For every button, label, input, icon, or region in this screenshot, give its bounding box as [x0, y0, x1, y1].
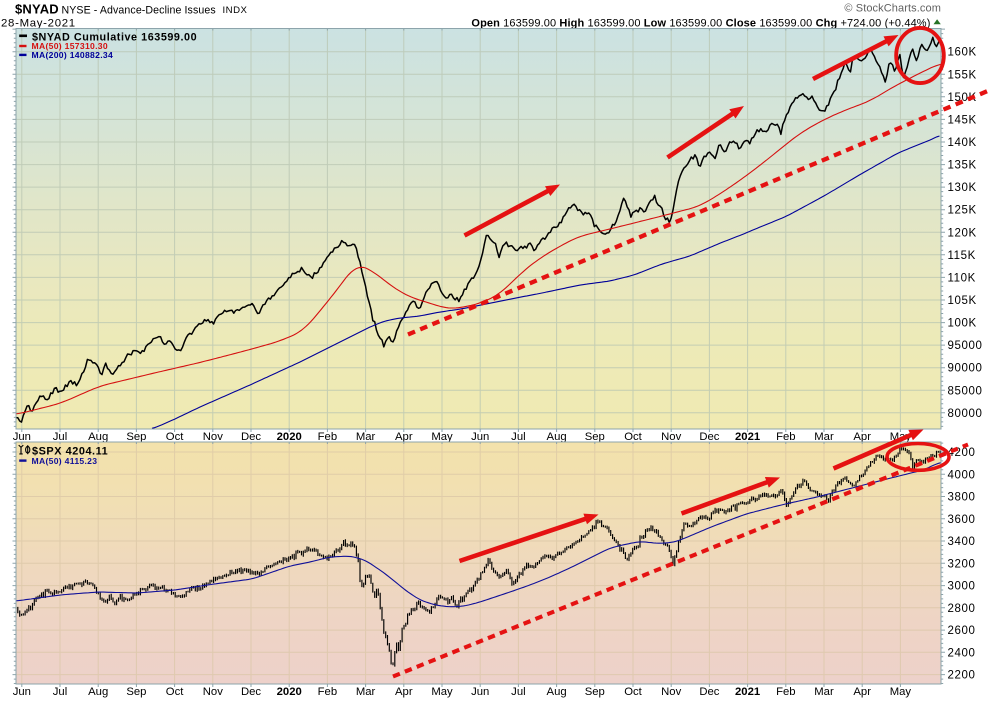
svg-text:Apr: Apr: [853, 686, 871, 698]
svg-text:Jul: Jul: [53, 686, 67, 698]
svg-text:Jul: Jul: [511, 686, 525, 698]
svg-text:Jun: Jun: [13, 686, 31, 698]
svg-text:2021: 2021: [735, 686, 760, 698]
svg-text:115K: 115K: [948, 250, 976, 262]
svg-text:Apr: Apr: [395, 431, 413, 443]
svg-text:Oct: Oct: [624, 431, 642, 443]
svg-text:Dec: Dec: [241, 431, 261, 443]
svg-text:$SPX 4204.11: $SPX 4204.11: [32, 445, 108, 457]
svg-text:90000: 90000: [948, 363, 983, 375]
svg-text:110K: 110K: [948, 272, 976, 284]
svg-text:Dec: Dec: [699, 431, 719, 443]
svg-text:$NYAD: $NYAD: [15, 2, 59, 17]
svg-text:3000: 3000: [948, 581, 976, 593]
svg-text:95000: 95000: [948, 340, 983, 352]
svg-text:2020: 2020: [277, 431, 302, 443]
svg-text:2021: 2021: [735, 431, 760, 443]
svg-text:Sep: Sep: [585, 431, 605, 443]
svg-text:Dec: Dec: [241, 686, 261, 698]
svg-text:2400: 2400: [948, 647, 976, 659]
svg-text:100K: 100K: [948, 318, 977, 330]
svg-text:Mar: Mar: [356, 431, 376, 443]
svg-text:135K: 135K: [948, 160, 977, 172]
svg-text:28-May-2021: 28-May-2021: [1, 18, 76, 30]
svg-text:Sep: Sep: [126, 686, 146, 698]
svg-text:120K: 120K: [948, 227, 977, 239]
svg-text:May: May: [431, 431, 453, 443]
svg-text:Mar: Mar: [814, 431, 834, 443]
svg-text:2600: 2600: [948, 625, 976, 637]
svg-text:Oct: Oct: [166, 686, 184, 698]
svg-text:2200: 2200: [948, 670, 976, 682]
svg-text:85000: 85000: [948, 385, 983, 397]
svg-text:Sep: Sep: [585, 686, 605, 698]
svg-text:Open 163599.00 High 163599.00: Open 163599.00 High 163599.00 Low 163599…: [471, 18, 930, 30]
svg-text:Sep: Sep: [126, 431, 146, 443]
svg-text:2800: 2800: [948, 603, 976, 615]
svg-text:Feb: Feb: [318, 431, 337, 443]
svg-text:3600: 3600: [948, 514, 976, 526]
svg-text:Aug: Aug: [88, 686, 108, 698]
svg-text:4000: 4000: [948, 469, 976, 481]
svg-text:Apr: Apr: [853, 431, 871, 443]
svg-text:Oct: Oct: [166, 431, 184, 443]
svg-text:155K: 155K: [948, 69, 977, 81]
svg-text:3800: 3800: [948, 492, 976, 504]
svg-text:$NYAD Cumulative 163599.00: $NYAD Cumulative 163599.00: [32, 32, 197, 44]
svg-text:Jul: Jul: [511, 431, 525, 443]
svg-text:Oct: Oct: [624, 686, 642, 698]
svg-text:Feb: Feb: [776, 686, 795, 698]
svg-text:3200: 3200: [948, 558, 976, 570]
svg-text:May: May: [890, 686, 912, 698]
svg-text:MA(200) 140882.34: MA(200) 140882.34: [32, 50, 114, 60]
svg-text:MA(50) 4115.23: MA(50) 4115.23: [32, 456, 98, 466]
svg-text:Aug: Aug: [88, 431, 108, 443]
svg-text:May: May: [431, 686, 453, 698]
svg-text:Jul: Jul: [53, 431, 67, 443]
svg-text:140K: 140K: [948, 137, 977, 149]
svg-text:Nov: Nov: [661, 686, 681, 698]
svg-text:Jun: Jun: [471, 686, 489, 698]
svg-text:125K: 125K: [948, 205, 977, 217]
svg-text:MA(50) 157310.30: MA(50) 157310.30: [32, 41, 108, 51]
svg-text:Feb: Feb: [318, 686, 337, 698]
svg-text:Jun: Jun: [13, 431, 31, 443]
svg-text:Nov: Nov: [203, 686, 223, 698]
svg-text:Nov: Nov: [203, 431, 223, 443]
svg-text:NYSE - Advance-Decline Issues: NYSE - Advance-Decline Issues: [62, 5, 216, 17]
svg-text:160K: 160K: [948, 47, 977, 59]
svg-text:105K: 105K: [948, 295, 977, 307]
svg-text:© StockCharts.com: © StockCharts.com: [844, 3, 941, 15]
svg-text:Jun: Jun: [471, 431, 489, 443]
svg-text:80000: 80000: [948, 408, 983, 420]
svg-text:Apr: Apr: [395, 686, 413, 698]
svg-text:145K: 145K: [948, 114, 977, 126]
svg-text:Mar: Mar: [814, 686, 834, 698]
svg-text:Aug: Aug: [547, 431, 567, 443]
svg-text:2020: 2020: [277, 686, 302, 698]
svg-text:3400: 3400: [948, 536, 976, 548]
svg-text:INDX: INDX: [223, 5, 248, 16]
svg-text:Mar: Mar: [356, 686, 376, 698]
svg-text:Nov: Nov: [661, 431, 681, 443]
svg-text:Dec: Dec: [699, 686, 719, 698]
svg-text:130K: 130K: [948, 182, 977, 194]
svg-text:Aug: Aug: [547, 686, 567, 698]
svg-text:Feb: Feb: [776, 431, 795, 443]
